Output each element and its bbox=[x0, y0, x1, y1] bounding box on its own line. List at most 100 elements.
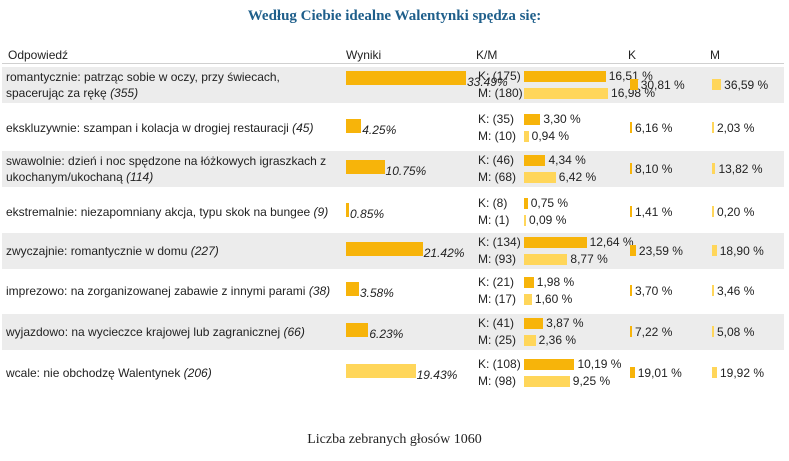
m-share-percent: 19,92 % bbox=[719, 366, 765, 380]
answer-count: (227) bbox=[190, 244, 219, 258]
answer-cell: wyjazdowo: na wycieczce krajowej lub zag… bbox=[6, 314, 341, 350]
km-cell: K: (175) 16,51 % M: (180) 16,98 % bbox=[476, 67, 655, 103]
m-breakdown: M: (98) 9,25 % bbox=[476, 373, 626, 389]
k-breakdown-percent: 3,30 % bbox=[543, 112, 581, 126]
m-share-bar bbox=[712, 79, 722, 90]
m-share-cell: 18,90 % bbox=[710, 233, 786, 269]
k-count: K: (134) bbox=[478, 235, 521, 249]
m-breakdown-bar bbox=[524, 131, 529, 142]
result-percent: 0.85% bbox=[350, 207, 385, 221]
k-breakdown-bar bbox=[524, 318, 544, 329]
k-share-cell: 23,59 % bbox=[628, 233, 708, 269]
km-cell: K: (41) 3,87 % M: (25) 2,36 % bbox=[476, 314, 626, 350]
k-share-bar bbox=[630, 79, 638, 90]
header-divider bbox=[2, 63, 784, 64]
m-count: M: (25) bbox=[478, 333, 517, 347]
table-row: romantycznie: patrząc sobie w oczy, przy… bbox=[2, 67, 784, 103]
k-breakdown-percent: 10,19 % bbox=[577, 357, 622, 371]
k-share-cell: 8,10 % bbox=[628, 151, 708, 187]
m-count: M: (68) bbox=[478, 170, 517, 184]
k-count: K: (35) bbox=[478, 112, 515, 126]
poll-title: Według Ciebie idealne Walentynki spędza … bbox=[247, 8, 542, 24]
answer-text: ekskluzywnie: szampan i kolacja w drogie… bbox=[6, 121, 289, 135]
results-cell: 33.49% bbox=[346, 67, 508, 103]
k-breakdown: K: (21) 1,98 % bbox=[476, 274, 626, 290]
m-count: M: (93) bbox=[478, 252, 517, 266]
m-share-cell: 0,20 % bbox=[710, 194, 786, 230]
answer-count: (9) bbox=[313, 205, 329, 219]
k-share-cell: 7,22 % bbox=[628, 314, 708, 350]
k-share-bar bbox=[630, 367, 635, 378]
answer-text: romantycznie: patrząc sobie w oczy, przy… bbox=[6, 70, 280, 100]
k-count: K: (108) bbox=[478, 357, 521, 371]
table-row: imprezowo: na zorganizowanej zabawie z i… bbox=[2, 273, 784, 309]
m-breakdown-percent: 2,36 % bbox=[538, 333, 577, 347]
k-share-percent: 7,22 % bbox=[635, 325, 673, 339]
m-share-percent: 3,46 % bbox=[717, 284, 755, 298]
m-breakdown-percent: 6,42 % bbox=[558, 170, 597, 184]
m-breakdown-bar bbox=[524, 335, 536, 346]
k-breakdown-percent: 0,75 % bbox=[530, 196, 569, 210]
m-breakdown: M: (1) 0,09 % bbox=[476, 212, 626, 228]
m-breakdown: M: (17) 1,60 % bbox=[476, 291, 626, 307]
table-row: ekskluzywnie: szampan i kolacja w drogie… bbox=[2, 110, 784, 146]
m-breakdown-percent: 9,25 % bbox=[572, 374, 611, 388]
table-row: wyjazdowo: na wycieczce krajowej lub zag… bbox=[2, 314, 784, 350]
result-percent: 19.43% bbox=[416, 368, 458, 382]
k-breakdown: K: (175) 16,51 % bbox=[476, 68, 653, 84]
header-m: M bbox=[710, 48, 720, 62]
k-share-bar bbox=[630, 163, 633, 174]
m-share-percent: 5,08 % bbox=[717, 325, 755, 339]
k-breakdown-percent: 1,98 % bbox=[536, 275, 575, 289]
m-share-bar bbox=[712, 326, 714, 337]
k-share-cell: 3,70 % bbox=[628, 273, 708, 309]
answer-count: (45) bbox=[292, 121, 314, 135]
k-count: K: (175) bbox=[478, 69, 521, 83]
results-cell: 19.43% bbox=[346, 355, 476, 391]
answer-text: ekstremalnie: niezapomniany akcja, typu … bbox=[6, 205, 311, 219]
m-breakdown-bar bbox=[524, 294, 532, 305]
answer-cell: ekskluzywnie: szampan i kolacja w drogie… bbox=[6, 110, 341, 146]
m-breakdown-percent: 1,60 % bbox=[534, 292, 573, 306]
answer-text: wcale: nie obchodzę Walentynek bbox=[6, 366, 181, 380]
k-share-percent: 1,41 % bbox=[635, 205, 673, 219]
answer-cell: wcale: nie obchodzę Walentynek (206) bbox=[6, 355, 341, 391]
m-count: M: (1) bbox=[478, 213, 510, 227]
answer-text: zwyczajnie: romantycznie w domu bbox=[6, 244, 188, 258]
results-cell: 4.25% bbox=[346, 110, 476, 146]
k-share-percent: 19,01 % bbox=[637, 366, 682, 380]
k-breakdown-bar bbox=[524, 198, 528, 209]
m-breakdown-bar bbox=[524, 254, 568, 265]
k-share-cell: 1,41 % bbox=[628, 194, 708, 230]
m-breakdown: M: (93) 8,77 % bbox=[476, 251, 626, 267]
m-breakdown-percent: 0,94 % bbox=[531, 129, 569, 143]
results-cell: 0.85% bbox=[346, 194, 476, 230]
m-breakdown-bar bbox=[524, 88, 609, 99]
k-share-bar bbox=[630, 122, 632, 133]
m-share-bar bbox=[712, 163, 716, 174]
m-breakdown: M: (10) 0,94 % bbox=[476, 128, 626, 144]
answer-count: (355) bbox=[110, 86, 139, 100]
header-km: K/M bbox=[476, 48, 498, 62]
k-breakdown-percent: 4,34 % bbox=[548, 153, 586, 167]
k-share-percent: 6,16 % bbox=[635, 121, 673, 135]
result-bar bbox=[346, 242, 423, 256]
votes-total: Liczba zebranych głosów 1060 bbox=[307, 432, 482, 447]
m-count: M: (10) bbox=[478, 129, 517, 143]
k-share-percent: 3,70 % bbox=[635, 284, 673, 298]
m-count: M: (17) bbox=[478, 292, 517, 306]
result-bar bbox=[346, 323, 369, 337]
k-share-cell: 30,81 % bbox=[628, 67, 708, 103]
m-share-cell: 2,03 % bbox=[710, 110, 786, 146]
header-k: K bbox=[628, 48, 637, 62]
k-breakdown-bar bbox=[524, 359, 575, 370]
k-breakdown: K: (46) 4,34 % bbox=[476, 152, 626, 168]
m-count: M: (98) bbox=[478, 374, 517, 388]
k-breakdown-bar bbox=[524, 71, 606, 82]
k-share-bar bbox=[630, 245, 636, 256]
answer-cell: ekstremalnie: niezapomniany akcja, typu … bbox=[6, 194, 341, 230]
k-breakdown-percent: 16,51 % bbox=[608, 69, 653, 83]
m-breakdown: M: (68) 6,42 % bbox=[476, 169, 626, 185]
table-row: ekstremalnie: niezapomniany akcja, typu … bbox=[2, 194, 784, 230]
results-cell: 21.42% bbox=[346, 233, 476, 269]
